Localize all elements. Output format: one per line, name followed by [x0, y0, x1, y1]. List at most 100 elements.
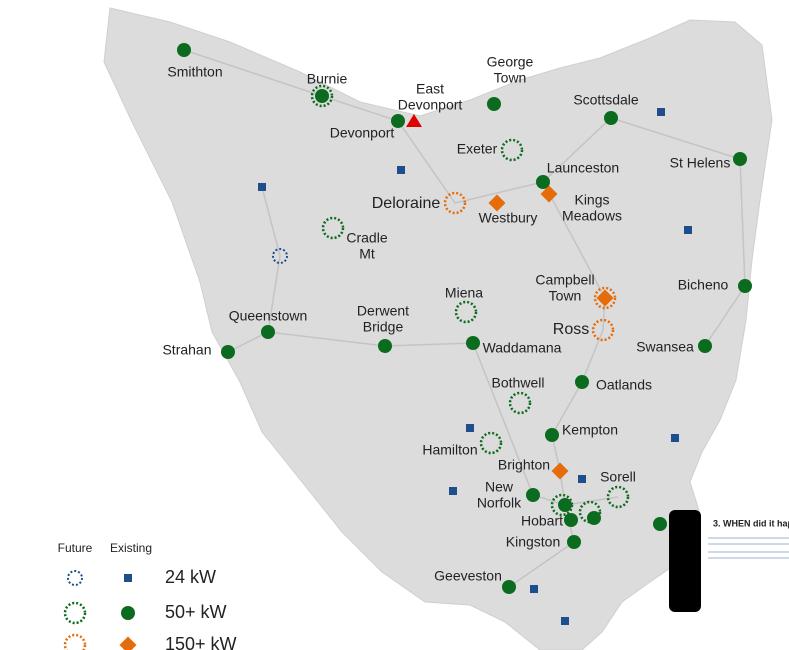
marker-50kw-future [63, 601, 87, 625]
marker-24kw-future [272, 248, 288, 264]
marker-150kw-future [593, 286, 617, 310]
marker-24kw [466, 424, 474, 432]
marker-50kw-future [578, 500, 602, 524]
place-label: Launceston [547, 160, 619, 176]
marker-24kw [684, 226, 692, 234]
place-label: Miena [445, 285, 483, 301]
marker-50kw [177, 43, 191, 57]
place-label: Derwent [357, 303, 409, 319]
marker-150kw-future [443, 191, 467, 215]
marker-50kw [604, 111, 618, 125]
place-label: New [485, 479, 514, 495]
place-label: Hobart [521, 513, 563, 529]
place-label: Bicheno [678, 277, 729, 293]
place-label: Waddamana [483, 340, 562, 356]
marker-50kw-future [508, 391, 532, 415]
place-label: Westbury [479, 210, 538, 226]
place-label: Ross [553, 321, 589, 338]
place-label: Kingston [506, 534, 560, 550]
marker-50kw-future [500, 138, 524, 162]
legend-existing: Existing [110, 541, 152, 555]
marker-150kw [540, 185, 558, 203]
marker-50kw [487, 97, 501, 111]
marker-24kw [258, 183, 266, 191]
place-label: East [416, 81, 444, 97]
place-label: Brighton [498, 457, 550, 473]
place-label: Strahan [162, 342, 211, 358]
place-label: Kings [574, 192, 609, 208]
place-label: Deloraine [372, 195, 441, 212]
marker-50kw [221, 345, 235, 359]
marker-150kw [551, 462, 569, 480]
place-label: Hamilton [422, 442, 477, 458]
place-label: Swansea [636, 339, 694, 355]
place-label: Bridge [363, 319, 404, 335]
marker-50kw [502, 580, 516, 594]
marker-50kw-future [454, 300, 478, 324]
marker-50kw [315, 89, 329, 103]
marker-50kw-future [479, 431, 503, 455]
marker-50kw [466, 336, 480, 350]
place-label: Kempton [562, 422, 618, 438]
overlay-lines [708, 537, 789, 559]
place-label: Devonport [330, 125, 395, 141]
place-label: Sorell [600, 469, 636, 485]
overlay-heading: 3. WHEN did it hap [713, 518, 789, 528]
marker-50kw [564, 513, 578, 527]
place-label: St Helens [670, 155, 731, 171]
marker-50kw [558, 498, 572, 512]
overlay-panel [669, 510, 701, 612]
marker-50kw [545, 428, 559, 442]
place-label: Oatlands [596, 377, 652, 393]
marker-150kw [119, 636, 137, 650]
marker-50kw [121, 606, 135, 620]
marker-24kw [561, 617, 569, 625]
legend-label: 50+ kW [165, 602, 227, 622]
marker-24kw [578, 475, 586, 483]
place-label: Meadows [562, 208, 622, 224]
place-label: Devonport [398, 97, 463, 113]
place-label: Burnie [307, 71, 348, 87]
place-label: Mt [359, 246, 375, 262]
place-label: Town [549, 288, 582, 304]
marker-50kw [587, 511, 601, 525]
marker-50kw [261, 325, 275, 339]
legend-box [40, 530, 270, 650]
marker-24kw [449, 487, 457, 495]
marker-24kw [397, 166, 405, 174]
marker-150kw-future [591, 318, 615, 342]
place-label: Queenstown [229, 308, 308, 324]
overlay-doc [701, 510, 789, 572]
marker-50kw-future [310, 84, 334, 108]
marker-24kw [124, 574, 132, 582]
place-label: Cradle [346, 230, 387, 246]
marker-50kw-future [321, 216, 345, 240]
marker-50kw [653, 517, 667, 531]
marker-150kw [488, 194, 506, 212]
marker-50kw [391, 114, 405, 128]
marker-50kw-future [606, 485, 630, 509]
overlay-pull-up: Pull up for p [730, 491, 789, 503]
legend-label: 24 kW [165, 567, 216, 587]
marker-50kw [378, 339, 392, 353]
place-label: George [487, 54, 534, 70]
place-label: Bothwell [492, 375, 545, 391]
legend-label: 150+ kW [165, 634, 237, 650]
marker-24kw [657, 108, 665, 116]
marker-150kw [596, 289, 614, 307]
place-label: Smithton [167, 64, 222, 80]
place-label: Campbell [535, 272, 594, 288]
marker-50kw [698, 339, 712, 353]
marker-50kw [536, 175, 550, 189]
marker-triangle [406, 114, 422, 127]
marker-24kw [671, 434, 679, 442]
marker-50kw [567, 535, 581, 549]
legend-future: Future [58, 541, 93, 555]
place-label: Geeveston [434, 568, 502, 584]
marker-24kw-future [67, 570, 83, 586]
marker-50kw [526, 488, 540, 502]
place-label: Exeter [457, 141, 498, 157]
marker-50kw [575, 375, 589, 389]
marker-50kw [733, 152, 747, 166]
